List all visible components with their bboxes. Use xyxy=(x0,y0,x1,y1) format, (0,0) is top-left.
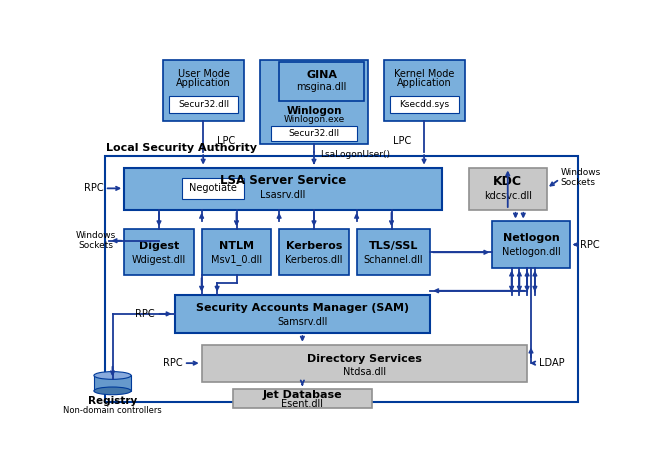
Text: Ntdsa.dll: Ntdsa.dll xyxy=(343,367,386,377)
Text: Registry: Registry xyxy=(88,396,137,406)
Text: kdcsvc.dll: kdcsvc.dll xyxy=(484,191,532,201)
Bar xyxy=(163,60,244,121)
Text: GINA: GINA xyxy=(306,70,337,80)
Text: LDAP: LDAP xyxy=(539,358,565,368)
Text: RPC: RPC xyxy=(580,240,599,250)
Bar xyxy=(492,221,570,267)
Text: NTLM: NTLM xyxy=(219,241,254,251)
Bar xyxy=(169,96,238,113)
Text: Negotiate: Negotiate xyxy=(189,183,237,193)
Bar xyxy=(279,62,364,101)
Text: Secur32.dll: Secur32.dll xyxy=(288,129,340,138)
Bar xyxy=(259,60,368,144)
Text: Winlogon.exe: Winlogon.exe xyxy=(284,115,345,124)
Bar xyxy=(390,96,459,113)
Bar xyxy=(183,178,244,199)
Text: Secur32.dll: Secur32.dll xyxy=(178,100,229,109)
Text: RPC: RPC xyxy=(83,183,103,193)
Text: Esent.dll: Esent.dll xyxy=(282,399,323,409)
Text: Winlogon: Winlogon xyxy=(286,106,342,116)
Bar xyxy=(357,229,430,275)
Text: LSA Server Service: LSA Server Service xyxy=(220,174,346,187)
Text: Windows
Sockets: Windows Sockets xyxy=(561,168,600,187)
Text: LsaLogonUser(): LsaLogonUser() xyxy=(320,150,390,159)
Text: Schannel.dll: Schannel.dll xyxy=(364,255,423,265)
Text: Samsrv.dll: Samsrv.dll xyxy=(277,317,327,327)
Text: Application: Application xyxy=(397,78,452,88)
Bar xyxy=(469,168,546,210)
Text: Directory Services: Directory Services xyxy=(307,354,422,363)
Text: Wdigest.dll: Wdigest.dll xyxy=(132,255,186,265)
Bar xyxy=(105,156,578,403)
Text: Application: Application xyxy=(176,78,231,88)
Bar xyxy=(124,229,194,275)
Bar xyxy=(201,229,271,275)
Text: RPC: RPC xyxy=(136,309,155,319)
Text: Security Accounts Manager (SAM): Security Accounts Manager (SAM) xyxy=(196,303,409,314)
Text: Netlogon.dll: Netlogon.dll xyxy=(501,247,560,257)
Text: Lsasrv.dll: Lsasrv.dll xyxy=(260,190,306,200)
Bar xyxy=(279,229,349,275)
Text: TLS/SSL: TLS/SSL xyxy=(369,241,418,251)
Text: Kernel Mode: Kernel Mode xyxy=(394,69,454,79)
Text: msgina.dll: msgina.dll xyxy=(297,82,347,92)
Text: Kerberos.dll: Kerberos.dll xyxy=(286,255,343,265)
Bar xyxy=(175,295,430,333)
Ellipse shape xyxy=(94,387,131,395)
Text: Jet Database: Jet Database xyxy=(263,391,342,400)
Text: LPC: LPC xyxy=(217,136,235,145)
Text: LPC: LPC xyxy=(393,136,411,145)
Text: User Mode: User Mode xyxy=(177,69,230,79)
Bar xyxy=(124,168,442,210)
Bar xyxy=(233,389,372,408)
Bar xyxy=(201,345,527,382)
Bar xyxy=(271,126,357,141)
Text: Kerberos: Kerberos xyxy=(286,241,342,251)
Text: Ksecdd.sys: Ksecdd.sys xyxy=(400,100,449,109)
Text: Digest: Digest xyxy=(139,241,179,251)
Text: KDC: KDC xyxy=(494,175,522,188)
Bar xyxy=(384,60,465,121)
Ellipse shape xyxy=(94,371,131,379)
Text: RPC: RPC xyxy=(162,358,183,368)
Text: Local Security Authority: Local Security Authority xyxy=(106,143,258,153)
Bar xyxy=(94,376,131,391)
Text: Netlogon: Netlogon xyxy=(503,233,559,243)
Text: Windows
Sockets: Windows Sockets xyxy=(76,231,115,250)
Text: Non-domain controllers: Non-domain controllers xyxy=(63,405,162,415)
Text: Msv1_0.dll: Msv1_0.dll xyxy=(211,254,262,266)
